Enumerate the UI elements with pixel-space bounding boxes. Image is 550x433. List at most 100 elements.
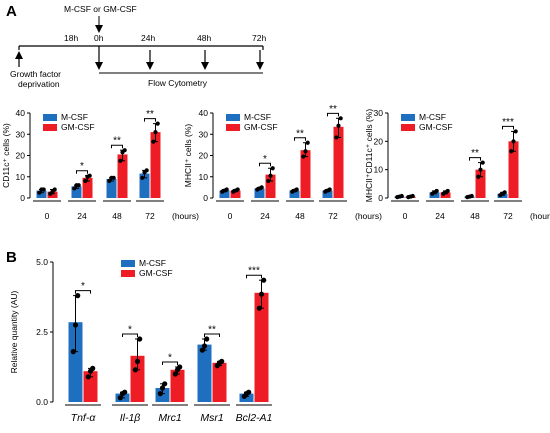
bar <box>497 193 508 198</box>
legend-swatch <box>43 124 57 131</box>
data-point <box>305 140 310 145</box>
data-point <box>76 183 81 188</box>
data-point <box>294 187 299 192</box>
gene-expression-chart: 0.0 2.5 5.0 Relative quantity (AU) Tnf-α Il-1… <box>9 257 272 424</box>
y-tick-label: 0 <box>20 193 25 203</box>
data-point <box>268 173 273 178</box>
x-tick-label: 48 <box>470 211 480 221</box>
data-point <box>434 188 439 194</box>
significance-label: ** <box>208 325 216 336</box>
data-point <box>132 367 138 373</box>
significance-bracket <box>246 274 262 279</box>
significance-label: ** <box>471 148 479 159</box>
y-axis-label: MHCII⁺ cells (%) <box>183 124 193 188</box>
data-point <box>235 187 240 192</box>
data-point <box>511 139 516 144</box>
data-point <box>72 322 79 328</box>
significance-bracket <box>76 170 88 174</box>
bar <box>265 174 276 198</box>
bar <box>130 355 145 402</box>
time-label-0h: 0h <box>94 33 104 43</box>
bar <box>139 173 150 198</box>
legend-label: M-CSF <box>61 112 88 122</box>
significance-bracket <box>122 333 138 337</box>
y-tick-label: 40 <box>199 108 209 118</box>
bar <box>82 177 93 198</box>
significance-bracket <box>144 118 156 122</box>
data-point <box>246 389 252 395</box>
bar <box>36 190 47 198</box>
y-tick-label: 30 <box>16 129 26 139</box>
significance-label: *** <box>502 117 514 128</box>
deprivation-label-line1: Growth factor <box>10 69 61 79</box>
gene-label: Bcl2-A1 <box>236 412 273 424</box>
data-point <box>266 178 271 184</box>
y-tick-label: 20 <box>199 151 209 161</box>
data-point <box>327 187 332 192</box>
x-unit-label: (hours) <box>172 211 199 221</box>
data-point <box>336 123 341 128</box>
time-label-18h: 18h <box>64 33 78 43</box>
deprivation-label-line2: deprivation <box>18 79 60 89</box>
data-point <box>270 166 275 171</box>
bar <box>440 192 451 198</box>
data-point <box>301 154 306 159</box>
bar <box>47 191 58 198</box>
data-point <box>122 389 128 395</box>
data-point <box>52 187 57 192</box>
significance-label: ** <box>296 128 304 139</box>
gene-label: Il-1β <box>120 412 141 424</box>
data-point <box>259 185 264 190</box>
y-tick-label: 10 <box>199 172 209 182</box>
mhcii-chart: 0 10 20 30 40 MHCII⁺ cells (%) 0 24 48 72 (hours) *… <box>183 104 382 221</box>
data-point <box>177 364 183 370</box>
x-tick-label: 72 <box>503 211 513 221</box>
y-tick-label: 0 <box>203 193 208 203</box>
data-point <box>85 374 91 380</box>
bar <box>322 190 333 198</box>
data-point <box>480 160 485 165</box>
legend-swatch <box>121 270 135 277</box>
bar <box>429 192 440 198</box>
data-point <box>513 129 518 134</box>
bar <box>212 362 227 402</box>
significance-label: ** <box>113 136 121 147</box>
y-tick-label: 0.0 <box>36 397 48 407</box>
data-point <box>111 175 116 180</box>
significance-label: ** <box>329 104 337 115</box>
significance-label: *** <box>248 266 260 277</box>
data-point <box>155 121 160 126</box>
data-point <box>75 293 81 299</box>
legend-label: GM-CSF <box>139 268 173 278</box>
bar <box>197 344 212 402</box>
timeline: M-CSF or GM-CSF 18h 0h 24h 48h 72h Growt… <box>10 4 266 89</box>
bar <box>230 190 241 198</box>
legend-swatch <box>401 124 415 131</box>
data-point <box>201 343 208 349</box>
bar <box>254 188 265 198</box>
data-point <box>469 193 474 199</box>
legend-swatch <box>121 260 135 267</box>
significance-bracket <box>162 361 178 365</box>
data-point <box>476 174 481 179</box>
data-point <box>90 365 96 371</box>
y-tick-label: 20 <box>16 151 26 161</box>
significance-label: ** <box>146 109 154 120</box>
bar <box>106 178 117 198</box>
x-tick-label: 24 <box>260 211 270 221</box>
data-point <box>37 190 42 195</box>
data-point <box>258 291 265 297</box>
significance-bracket <box>204 333 220 337</box>
time-label-48h: 48h <box>197 33 211 43</box>
data-point <box>140 175 145 180</box>
legend-swatch <box>226 114 240 121</box>
bar <box>117 154 128 198</box>
legend-label: M-CSF <box>139 258 166 268</box>
bar <box>475 169 486 198</box>
significance-bracket <box>469 157 481 161</box>
x-tick-label: 0 <box>228 211 233 221</box>
y-axis-label: Relative quantity (AU) <box>9 290 19 373</box>
y-axis-label: CD11c⁺ cells (%) <box>1 123 11 188</box>
gene-label: Msr1 <box>200 412 223 424</box>
